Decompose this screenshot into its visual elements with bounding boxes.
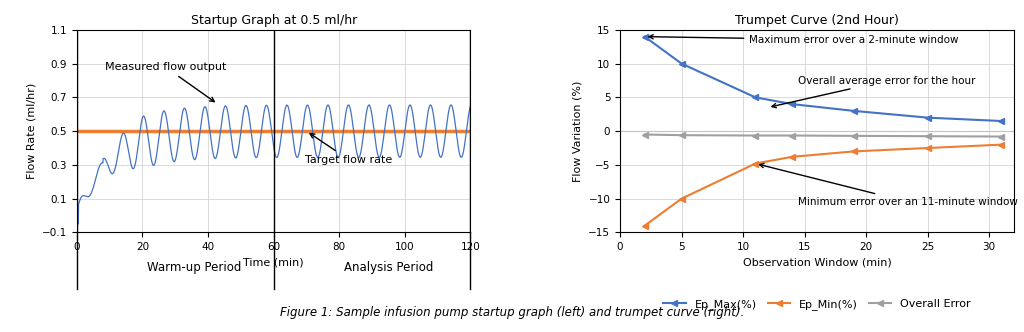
Text: Maximum error over a 2-minute window: Maximum error over a 2-minute window [649, 35, 958, 45]
Text: Warm-up Period: Warm-up Period [147, 261, 242, 274]
X-axis label: Time (min): Time (min) [244, 258, 304, 268]
Text: Target flow rate: Target flow rate [305, 133, 393, 165]
Text: Analysis Period: Analysis Period [344, 261, 434, 274]
Text: Figure 1: Sample infusion pump startup graph (left) and trumpet curve (right).: Figure 1: Sample infusion pump startup g… [280, 306, 744, 319]
Text: Measured flow output: Measured flow output [104, 62, 226, 102]
Title: Trumpet Curve (2nd Hour): Trumpet Curve (2nd Hour) [735, 14, 899, 27]
Legend: Ep_Max(%), Ep_Min(%), Overall Error: Ep_Max(%), Ep_Min(%), Overall Error [658, 295, 975, 314]
Text: Overall average error for the hour: Overall average error for the hour [772, 75, 976, 108]
Text: Minimum error over an 11-minute window: Minimum error over an 11-minute window [760, 164, 1018, 207]
Y-axis label: Flow Rate (ml/hr): Flow Rate (ml/hr) [27, 83, 36, 179]
X-axis label: Observation Window (min): Observation Window (min) [742, 258, 891, 268]
Title: Startup Graph at 0.5 ml/hr: Startup Graph at 0.5 ml/hr [190, 14, 356, 27]
Y-axis label: Flow Variation (%): Flow Variation (%) [572, 80, 583, 182]
